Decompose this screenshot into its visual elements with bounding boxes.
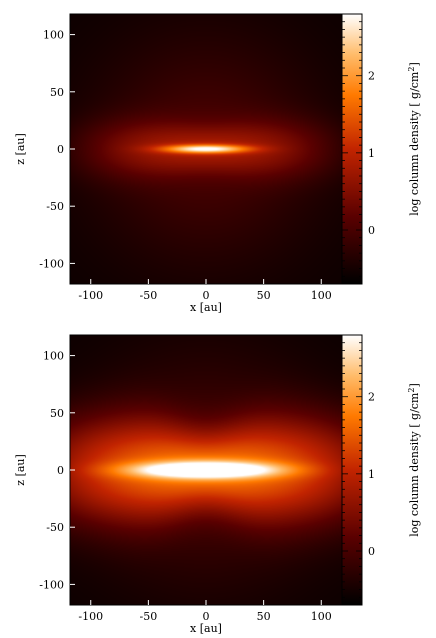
x-tick-label: -50 — [140, 289, 158, 302]
x-axis-label: x [au] — [190, 301, 222, 314]
y-axis-label: z [au] — [14, 133, 27, 165]
colorbar-tick-label: 1 — [368, 147, 375, 160]
y-tick-label: 0 — [57, 143, 64, 156]
y-tick-label: 50 — [50, 86, 64, 99]
x-tick-label: -100 — [78, 610, 103, 623]
colorbar-label: log column density [ g/cm2] — [407, 383, 421, 537]
colorbar — [341, 13, 363, 285]
colorbar-tick-label: 0 — [368, 224, 375, 237]
x-tick-label: 0 — [203, 610, 210, 623]
x-tick-label: -50 — [140, 610, 158, 623]
y-tick-label: -100 — [39, 578, 64, 591]
plot-panel-2: -100 -50 0 50 100 x [au] -100 -50 0 50 100 z [au] 0 1… — [14, 334, 421, 635]
x-axis-label: x [au] — [190, 622, 222, 635]
label-tail: ] — [408, 62, 421, 66]
colorbar-tick-label: 2 — [368, 70, 375, 83]
x-tick-label: -100 — [78, 289, 103, 302]
colorbar-tick-label: 2 — [368, 391, 375, 404]
y-axis-label: z [au] — [14, 454, 27, 486]
y-tick-label: -100 — [39, 257, 64, 270]
y-tick-label: -50 — [46, 200, 64, 213]
y-tick-label: 100 — [43, 350, 64, 363]
colorbar-tick-label: 0 — [368, 545, 375, 558]
y-tick-label: -50 — [46, 521, 64, 534]
y-tick-label: 0 — [57, 464, 64, 477]
x-tick-label: 0 — [203, 289, 210, 302]
colorbar — [341, 334, 363, 606]
superscript: 2 — [407, 67, 416, 72]
x-tick-label: 100 — [311, 610, 332, 623]
colorbar-label: log column density [ g/cm2] — [407, 62, 421, 216]
x-tick-label: 50 — [257, 610, 271, 623]
superscript: 2 — [407, 388, 416, 393]
x-tick-label: 50 — [257, 289, 271, 302]
heatmap-image — [70, 14, 342, 284]
x-tick-label: 100 — [311, 289, 332, 302]
colorbar-tick-label: 1 — [368, 468, 375, 481]
label-tail: ] — [408, 383, 421, 387]
heatmap-image — [70, 335, 342, 605]
plot-panel-1: -100 -50 0 50 100 x [au] -100 -50 0 50 100 z [au] 0 1… — [14, 13, 421, 314]
y-tick-label: 100 — [43, 29, 64, 42]
y-tick-label: 50 — [50, 407, 64, 420]
